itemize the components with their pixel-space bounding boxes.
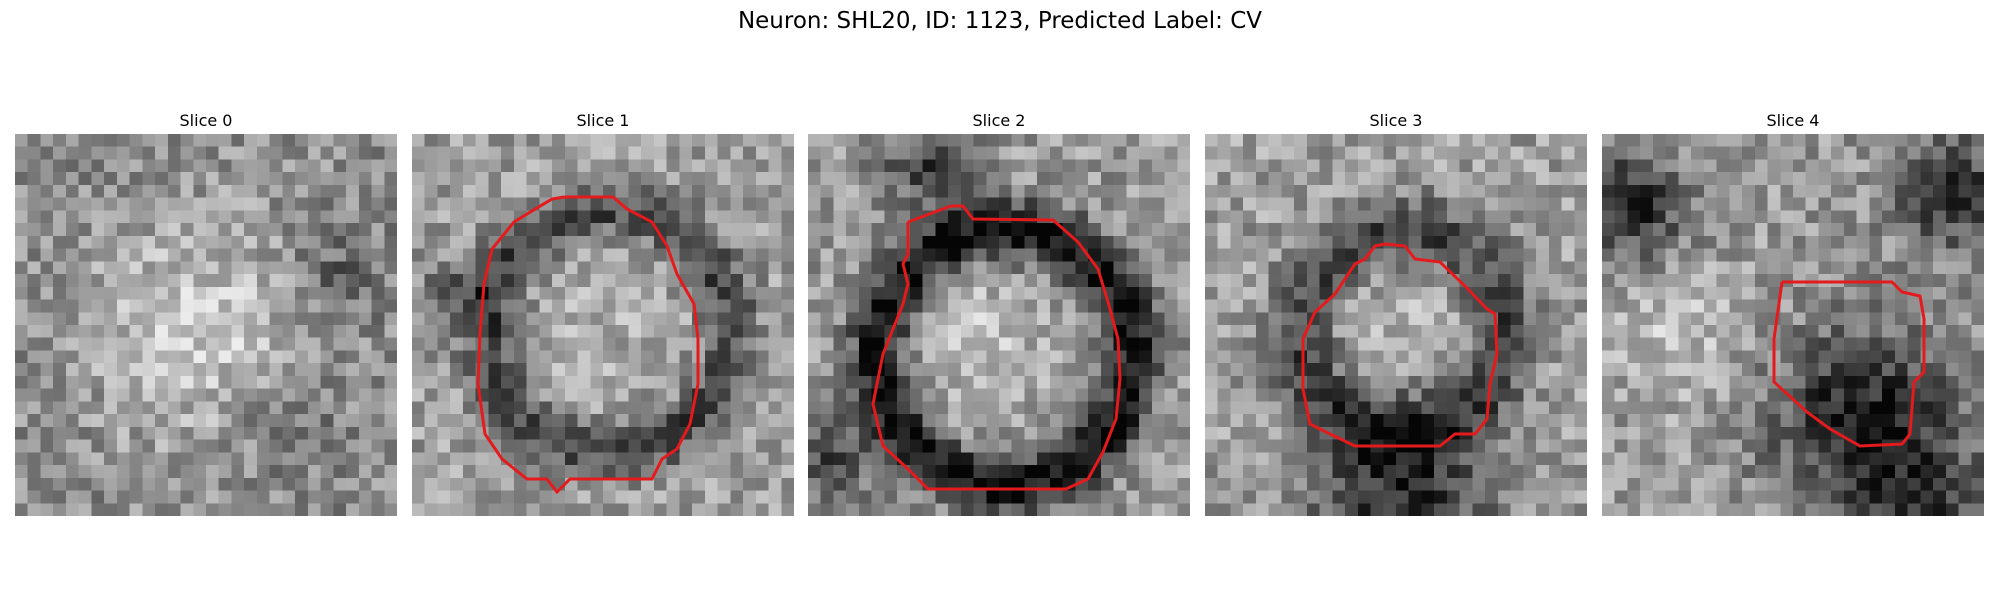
slice-title-3: Slice 3	[1369, 111, 1423, 130]
slice-image-2	[808, 134, 1190, 516]
slice-panel-0: Slice 0	[15, 110, 397, 516]
slice-panel-3: Slice 3	[1205, 110, 1587, 516]
slice-title-1: Slice 1	[576, 111, 630, 130]
segmentation-contour-4	[1772, 280, 1926, 448]
slice-image-0	[15, 134, 397, 516]
figure-title: Neuron: SHL20, ID: 1123, Predicted Label…	[737, 8, 1263, 34]
segmentation-contour-2	[871, 204, 1122, 491]
segmentation-contour-1	[476, 195, 700, 495]
slice-image-3	[1205, 134, 1587, 516]
slice-panel-1: Slice 1	[412, 110, 794, 516]
slice-image-4	[1602, 134, 1984, 516]
segmentation-contour-3	[1301, 242, 1499, 448]
slice-panel-4: Slice 4	[1602, 110, 1984, 516]
slice-title-2: Slice 2	[972, 111, 1026, 130]
slice-title-0: Slice 0	[179, 111, 233, 130]
slice-title-4: Slice 4	[1766, 111, 1820, 130]
slice-panel-2: Slice 2	[808, 110, 1190, 516]
